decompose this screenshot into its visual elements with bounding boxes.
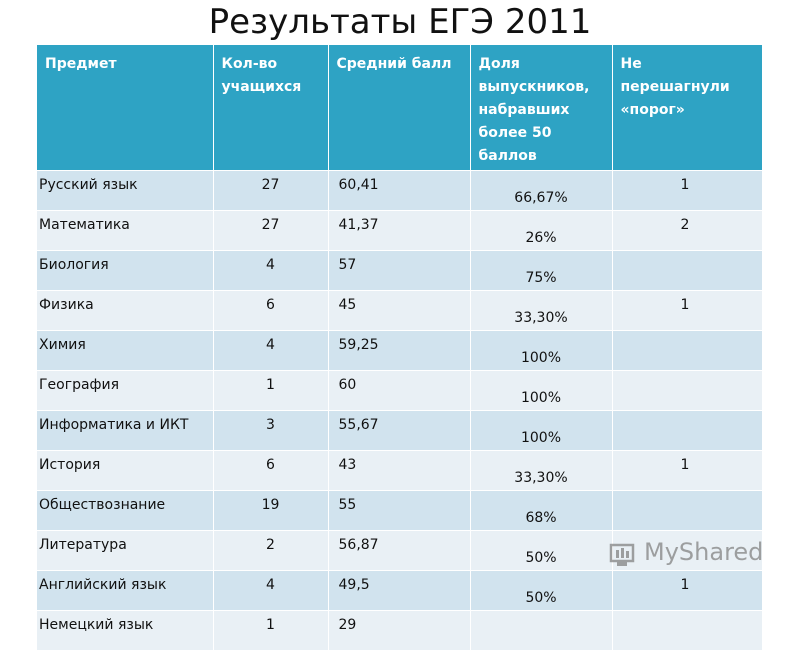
header-cell: Не перешагнули «порог» <box>612 45 762 171</box>
table-cell: 59,25 <box>328 331 470 371</box>
table-cell: 26% <box>470 211 612 251</box>
table-cell: 49,5 <box>328 571 470 611</box>
table-cell: 60 <box>328 371 470 411</box>
table-cell <box>612 331 762 371</box>
table-cell: 1 <box>213 611 328 650</box>
table-cell: 56,87 <box>328 531 470 571</box>
table-cell: 1 <box>612 451 762 491</box>
table-cell: 43 <box>328 451 470 491</box>
table-cell: Обществознание <box>37 491 213 531</box>
table-cell: 68% <box>470 491 612 531</box>
table-cell: 100% <box>470 331 612 371</box>
table-cell: 100% <box>470 411 612 451</box>
table-cell: Математика <box>37 211 213 251</box>
table-cell: 27 <box>213 171 328 211</box>
table-cell: 4 <box>213 571 328 611</box>
table-cell: Биология <box>37 251 213 291</box>
table-cell: 6 <box>213 451 328 491</box>
table-cell: 1 <box>612 291 762 331</box>
table-cell: 6 <box>213 291 328 331</box>
table-cell: История <box>37 451 213 491</box>
table-cell: 41,37 <box>328 211 470 251</box>
table-cell: 33,30% <box>470 291 612 331</box>
header-cell: Доля выпускников, набравших более 50 бал… <box>470 45 612 171</box>
table-cell: 75% <box>470 251 612 291</box>
table-cell <box>612 251 762 291</box>
table-cell <box>612 411 762 451</box>
table-cell: 29 <box>328 611 470 650</box>
table-cell: 27 <box>213 211 328 251</box>
table-cell: 66,67% <box>470 171 612 211</box>
table-cell: 4 <box>213 331 328 371</box>
table-cell: Химия <box>37 331 213 371</box>
table-cell: 55,67 <box>328 411 470 451</box>
header-cell: Средний балл <box>328 45 470 171</box>
table-cell: 50% <box>470 531 612 571</box>
table-cell: 60,41 <box>328 171 470 211</box>
table-cell: 2 <box>213 531 328 571</box>
table-cell: 1 <box>612 571 762 611</box>
table-cell: 1 <box>213 371 328 411</box>
table-cell: 2 <box>612 211 762 251</box>
table-cell: 19 <box>213 491 328 531</box>
table-cell: Английский язык <box>37 571 213 611</box>
table-cell <box>470 611 612 650</box>
header-cell: Кол-во учащихся <box>213 45 328 171</box>
table-cell <box>612 371 762 411</box>
table-cell <box>612 611 762 650</box>
table-cell: Русский язык <box>37 171 213 211</box>
table-cell: 33,30% <box>470 451 612 491</box>
table-cell: 4 <box>213 251 328 291</box>
table-cell <box>612 491 762 531</box>
table-cell: География <box>37 371 213 411</box>
watermark-icon <box>608 540 638 570</box>
table-cell: Информатика и ИКТ <box>37 411 213 451</box>
table-cell: 55 <box>328 491 470 531</box>
table-cell: 50% <box>470 571 612 611</box>
table-cell: 1 <box>612 171 762 211</box>
table-cell: 45 <box>328 291 470 331</box>
watermark-text: MyShared <box>644 538 763 566</box>
table-cell: Физика <box>37 291 213 331</box>
table-cell: Литература <box>37 531 213 571</box>
title: Результаты ЕГЭ 2011 <box>0 2 800 42</box>
table-cell: Немецкий язык <box>37 611 213 650</box>
watermark: MyShared <box>608 538 768 572</box>
table-cell: 57 <box>328 251 470 291</box>
table-cell: 3 <box>213 411 328 451</box>
header-cell: Предмет <box>37 45 213 171</box>
table-cell: 100% <box>470 371 612 411</box>
